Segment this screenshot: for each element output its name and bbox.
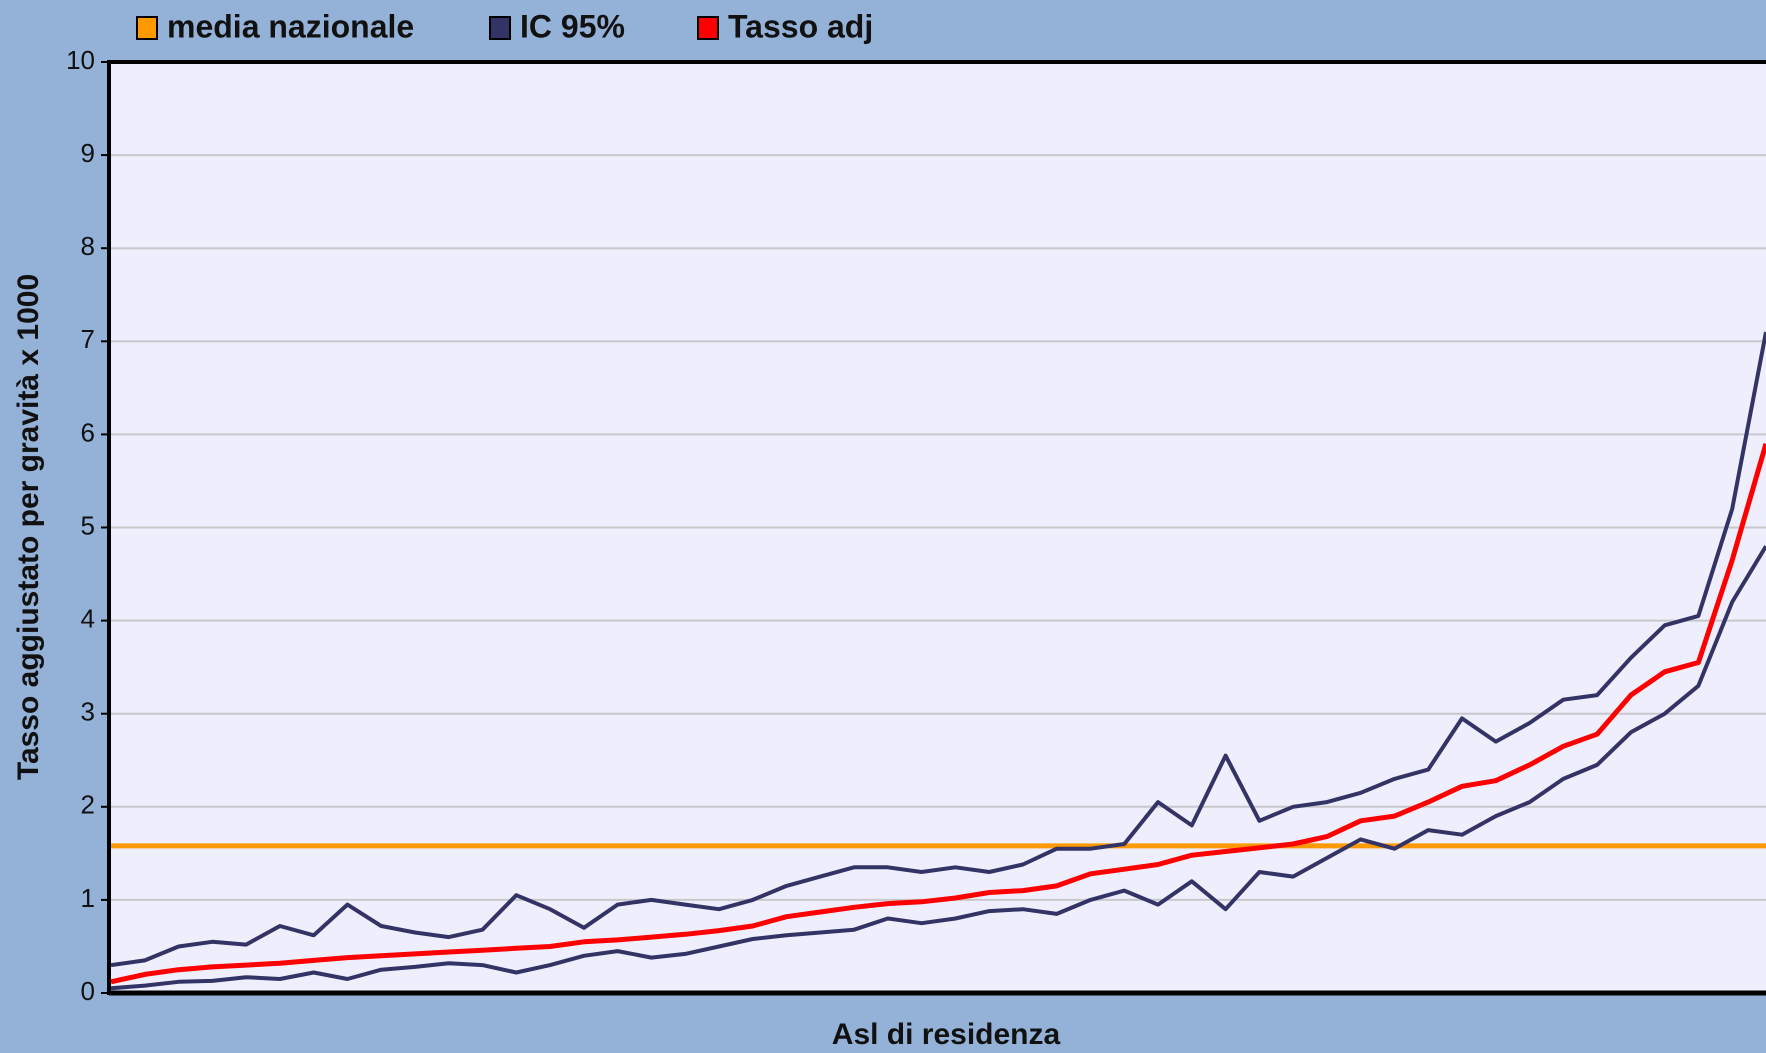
legend-label: media nazionale [167,8,414,44]
y-tick-label: 7 [81,324,95,354]
y-tick-label: 1 [81,883,95,913]
legend-swatch [697,16,719,40]
y-axis-label: Tasso aggiustato per gravità x 1000 [12,274,45,780]
ci-upper-line [110,331,1766,968]
y-tick-label: 6 [81,417,95,447]
legend-label: IC 95% [520,8,625,44]
legend-swatch [489,16,511,40]
y-tick-label: 5 [81,510,95,540]
y-tick-label: 9 [81,138,95,168]
legend-swatch [136,16,158,40]
y-tick-label: 3 [81,697,95,727]
rate-line [110,443,1766,985]
y-tick-label: 2 [81,790,95,820]
y-tick-label: 8 [81,231,95,261]
x-axis-label: Asl di residenza [832,1018,1061,1051]
y-tick-label: 0 [81,976,95,1006]
legend-label: Tasso adj [728,8,873,44]
y-tick-label: 10 [66,45,95,75]
y-tick-label: 4 [81,603,95,633]
ci-lower-line [110,545,1766,991]
